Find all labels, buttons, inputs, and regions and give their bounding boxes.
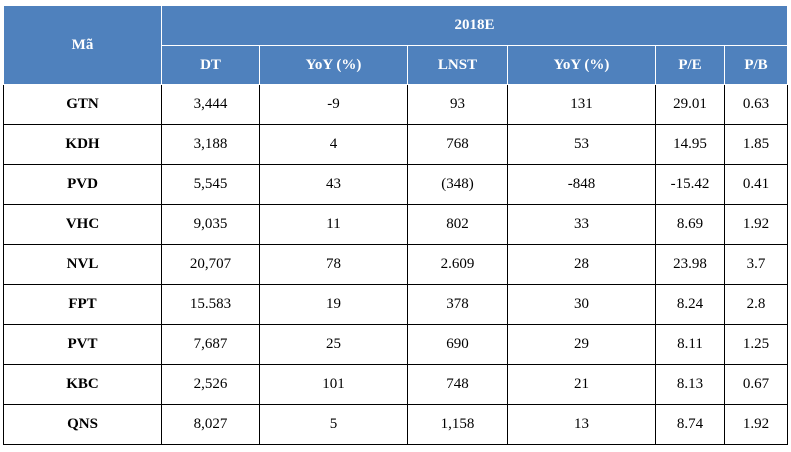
- cell-ticker: PVT: [3, 324, 162, 365]
- cell-pb: 0.63: [724, 84, 788, 125]
- column-header-pb: P/B: [724, 45, 788, 85]
- cell-pb: 2.8: [724, 284, 788, 325]
- cell-pe: 14.95: [655, 124, 725, 165]
- header-row-group: Mã 2018E: [3, 5, 788, 85]
- cell-yoy-dt: 19: [259, 284, 408, 325]
- cell-yoy-dt: 43: [259, 164, 408, 205]
- cell-yoy-dt: -9: [259, 84, 408, 125]
- column-header-pe: P/E: [655, 45, 725, 85]
- table-row: NVL 20,707 78 2.609 28 23.98 3.7: [3, 244, 788, 285]
- cell-yoy-lnst: 30: [507, 284, 656, 325]
- cell-yoy-dt: 101: [259, 364, 408, 405]
- table-row: KDH 3,188 4 768 53 14.95 1.85: [3, 124, 788, 165]
- column-header-lnst: LNST: [407, 45, 508, 85]
- cell-dt: 7,687: [161, 324, 260, 365]
- cell-lnst: 802: [407, 204, 508, 245]
- cell-ticker: GTN: [3, 84, 162, 125]
- cell-lnst: (348): [407, 164, 508, 205]
- valuation-table: Mã 2018E DT YoY (%) LNST YoY (%) P/E P/B…: [3, 5, 788, 445]
- year-group-header: 2018E: [161, 5, 788, 46]
- cell-dt: 2,526: [161, 364, 260, 405]
- cell-pe: 8.13: [655, 364, 725, 405]
- cell-pb: 1.92: [724, 204, 788, 245]
- cell-ticker: FPT: [3, 284, 162, 325]
- cell-ticker: KBC: [3, 364, 162, 405]
- cell-ticker: VHC: [3, 204, 162, 245]
- cell-yoy-dt: 4: [259, 124, 408, 165]
- cell-lnst: 748: [407, 364, 508, 405]
- header-row-columns: DT YoY (%) LNST YoY (%) P/E P/B: [4, 45, 788, 85]
- cell-pe: 8.69: [655, 204, 725, 245]
- cell-pe: 8.74: [655, 404, 725, 445]
- cell-lnst: 2.609: [407, 244, 508, 285]
- cell-pb: 0.41: [724, 164, 788, 205]
- cell-pe: 29.01: [655, 84, 725, 125]
- cell-lnst: 768: [407, 124, 508, 165]
- cell-pe: -15.42: [655, 164, 725, 205]
- cell-ticker: NVL: [3, 244, 162, 285]
- cell-ticker: QNS: [3, 404, 162, 445]
- cell-ticker: KDH: [3, 124, 162, 165]
- table-row: FPT 15.583 19 378 30 8.24 2.8: [3, 284, 788, 325]
- table-row: PVD 5,545 43 (348) -848 -15.42 0.41: [3, 164, 788, 205]
- cell-pb: 0.67: [724, 364, 788, 405]
- cell-lnst: 378: [407, 284, 508, 325]
- cell-yoy-dt: 11: [259, 204, 408, 245]
- cell-pe: 8.24: [655, 284, 725, 325]
- cell-yoy-lnst: 21: [507, 364, 656, 405]
- cell-yoy-lnst: 28: [507, 244, 656, 285]
- table-row: GTN 3,444 -9 93 131 29.01 0.63: [3, 84, 788, 125]
- table-row: VHC 9,035 11 802 33 8.69 1.92: [3, 204, 788, 245]
- cell-dt: 5,545: [161, 164, 260, 205]
- cell-dt: 3,188: [161, 124, 260, 165]
- cell-yoy-dt: 25: [259, 324, 408, 365]
- cell-dt: 8,027: [161, 404, 260, 445]
- table-body: GTN 3,444 -9 93 131 29.01 0.63 KDH 3,188 4 768 53 14…: [3, 84, 788, 445]
- table-header: Mã 2018E DT YoY (%) LNST YoY (%) P/E P/B: [3, 5, 788, 85]
- cell-pb: 1.85: [724, 124, 788, 165]
- cell-yoy-lnst: 13: [507, 404, 656, 445]
- cell-dt: 3,444: [161, 84, 260, 125]
- cell-lnst: 93: [407, 84, 508, 125]
- table-row: QNS 8,027 5 1,158 13 8.74 1.92: [3, 404, 788, 445]
- cell-pb: 1.92: [724, 404, 788, 445]
- cell-yoy-lnst: 131: [507, 84, 656, 125]
- column-header-yoy-dt: YoY (%): [259, 45, 408, 85]
- cell-yoy-lnst: 29: [507, 324, 656, 365]
- cell-pb: 1.25: [724, 324, 788, 365]
- column-header-dt: DT: [161, 45, 260, 85]
- table-row: KBC 2,526 101 748 21 8.13 0.67: [3, 364, 788, 405]
- cell-pe: 23.98: [655, 244, 725, 285]
- cell-yoy-lnst: 33: [507, 204, 656, 245]
- cell-lnst: 690: [407, 324, 508, 365]
- cell-yoy-dt: 5: [259, 404, 408, 445]
- cell-yoy-lnst: -848: [507, 164, 656, 205]
- cell-ticker: PVD: [3, 164, 162, 205]
- cell-dt: 20,707: [161, 244, 260, 285]
- ma-header: Mã: [3, 5, 162, 85]
- cell-lnst: 1,158: [407, 404, 508, 445]
- cell-yoy-lnst: 53: [507, 124, 656, 165]
- cell-dt: 15.583: [161, 284, 260, 325]
- column-header-yoy-lnst: YoY (%): [507, 45, 656, 85]
- table-row: PVT 7,687 25 690 29 8.11 1.25: [3, 324, 788, 365]
- cell-pb: 3.7: [724, 244, 788, 285]
- cell-pe: 8.11: [655, 324, 725, 365]
- cell-dt: 9,035: [161, 204, 260, 245]
- cell-yoy-dt: 78: [259, 244, 408, 285]
